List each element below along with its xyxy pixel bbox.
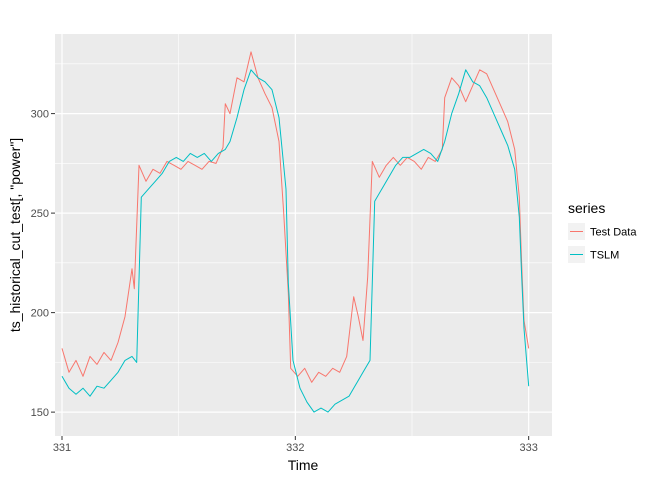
y-tick-label: 250 — [31, 208, 49, 220]
y-tick-label: 150 — [31, 407, 49, 419]
x-tick-label: 333 — [519, 442, 537, 454]
panel-background — [55, 34, 552, 436]
legend: series Test Data TSLM — [568, 200, 637, 263]
legend-title: series — [568, 200, 605, 216]
legend-label: Test Data — [590, 227, 637, 239]
y-axis: 150 200 250 300 — [31, 109, 55, 419]
y-tick-label: 200 — [31, 308, 49, 320]
series-line-test-data — [61, 51, 530, 383]
x-axis-title: Time — [288, 457, 319, 473]
x-axis: 331 332 333 — [53, 436, 538, 454]
y-tick-label: 300 — [31, 109, 49, 121]
x-tick-label: 332 — [286, 442, 304, 454]
series-line-tslm — [61, 69, 530, 413]
legend-label: TSLM — [590, 250, 619, 262]
y-axis-title: ts_historical_cut_test[, "power"] — [7, 138, 23, 332]
x-tick-label: 331 — [53, 442, 71, 454]
grid-minor — [55, 34, 552, 436]
legend-items: Test Data TSLM — [568, 223, 637, 263]
series-lines — [61, 51, 530, 413]
